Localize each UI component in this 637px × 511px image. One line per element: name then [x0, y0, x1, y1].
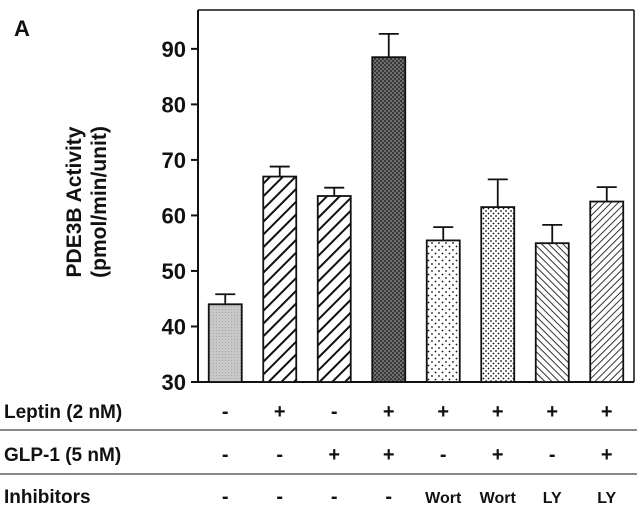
y-tick-label: 90 [162, 37, 186, 62]
bar [534, 242, 570, 383]
condition-cell: LY [543, 490, 562, 507]
condition-cell: - [331, 486, 338, 508]
condition-cell: - [276, 444, 283, 466]
y-axis-title-line2: (pmol/min/unit) [88, 126, 111, 278]
y-tick-label: 80 [162, 92, 186, 117]
condition-label-inhibitors: Inhibitors [4, 487, 91, 508]
condition-cell: - [222, 444, 229, 466]
y-tick-label: 40 [162, 314, 186, 339]
bar [207, 303, 243, 383]
condition-cell: Wort [480, 490, 517, 507]
condition-cell: + [383, 401, 395, 423]
condition-cell: + [383, 444, 395, 466]
condition-label-leptin: Leptin (2 nM) [4, 402, 122, 423]
bar [425, 239, 461, 383]
condition-cell: + [274, 401, 286, 423]
condition-cell: - [276, 486, 283, 508]
condition-cell: + [601, 444, 613, 466]
bar [262, 175, 298, 383]
condition-cell: + [492, 444, 504, 466]
bar [371, 56, 407, 383]
panel-label: A [14, 16, 30, 41]
y-tick-label: 30 [162, 370, 186, 395]
condition-cell: - [385, 486, 392, 508]
y-axis-title-line1: PDE3B Activity [63, 126, 86, 277]
condition-cell: + [328, 444, 340, 466]
plot-area: 30 40 50 60 70 80 90 - + - + + + + + - - + + - + - + - - - - Wort Wo… [0, 9, 637, 508]
condition-cell: + [437, 401, 449, 423]
bar [316, 195, 352, 383]
condition-cell: - [331, 401, 338, 423]
condition-cell: - [440, 444, 447, 466]
y-tick-label: 70 [162, 148, 186, 173]
condition-cell: + [492, 401, 504, 423]
condition-cell: LY [597, 490, 616, 507]
condition-cell: + [601, 401, 613, 423]
condition-cell: + [546, 401, 558, 423]
condition-cell: - [222, 486, 229, 508]
bar [589, 200, 625, 383]
condition-cell: - [222, 401, 229, 423]
condition-label-glp1: GLP-1 (5 nM) [4, 445, 121, 466]
bar [480, 206, 516, 383]
y-tick-label: 60 [162, 203, 186, 228]
y-tick-label: 50 [162, 259, 186, 284]
condition-cell: - [549, 444, 556, 466]
condition-cell: Wort [425, 490, 462, 507]
